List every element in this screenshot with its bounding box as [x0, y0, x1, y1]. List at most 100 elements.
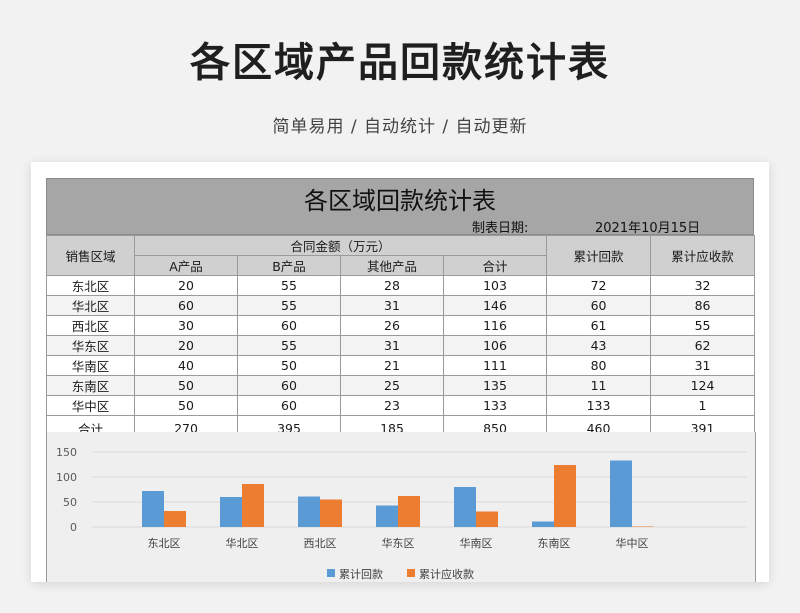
cell-sum: 106: [442, 335, 548, 356]
data-table: 销售区域 合同金额（万元） 累计回款 累计应收款 A产品 B产品 其他产品 合计…: [46, 235, 756, 441]
y-tick-label: 100: [56, 471, 77, 484]
cell-sum: 111: [442, 355, 548, 376]
bar: [320, 499, 342, 527]
bar: [298, 496, 320, 527]
cell-region: 东北区: [46, 275, 135, 296]
cell-a: 60: [134, 295, 238, 316]
bar: [376, 505, 398, 527]
cell-region: 华中区: [46, 395, 135, 416]
cell-a: 20: [134, 335, 238, 356]
cell-other: 21: [340, 355, 444, 376]
table-row: 东南区 50 60 25 135 11 124: [46, 375, 756, 396]
cell-paid: 72: [546, 275, 652, 296]
table-row: 西北区 30 60 26 116 61 55: [46, 315, 756, 336]
cell-other: 23: [340, 395, 444, 416]
cell-b: 55: [237, 275, 341, 296]
header-paid: 累计回款: [546, 235, 652, 276]
table-row: 华中区 50 60 23 133 133 1: [46, 395, 756, 416]
cell-other: 31: [340, 295, 444, 316]
cell-receivable: 62: [650, 335, 756, 356]
sheet: 各区域回款统计表 制表日期: 2021年10月15日 销售区域 合同金额（万元）…: [46, 178, 756, 441]
cell-sum: 103: [442, 275, 548, 296]
cell-paid: 80: [546, 355, 652, 376]
legend-label: 累计回款: [339, 567, 383, 581]
x-tick-label: 华南区: [460, 536, 493, 550]
x-tick-label: 华北区: [226, 536, 259, 550]
cell-region: 东南区: [46, 375, 135, 396]
header-a: A产品: [134, 255, 238, 276]
cell-b: 60: [237, 395, 341, 416]
cell-paid: 60: [546, 295, 652, 316]
cell-paid: 133: [546, 395, 652, 416]
bar: [476, 511, 498, 527]
page-title: 各区域产品回款统计表: [190, 40, 610, 86]
y-tick-label: 150: [56, 446, 77, 459]
page-subtitle: 简单易用 / 自动统计 / 自动更新: [272, 117, 528, 137]
header-receivable: 累计应收款: [650, 235, 756, 276]
header-sum: 合计: [442, 255, 548, 276]
cell-b: 60: [237, 375, 341, 396]
x-tick-label: 西北区: [304, 537, 337, 550]
sheet-title: 各区域回款统计表: [304, 187, 496, 215]
cell-receivable: 32: [650, 275, 756, 296]
cell-region: 华北区: [46, 295, 135, 316]
cell-a: 20: [134, 275, 238, 296]
bar: [220, 497, 242, 527]
header-b: B产品: [237, 255, 341, 276]
bar: [164, 511, 186, 527]
date-value: 2021年10月15日: [595, 221, 701, 236]
table-row: 华南区 40 50 21 111 80 31: [46, 355, 756, 376]
bar: [142, 491, 164, 527]
header-region: 销售区域: [46, 235, 135, 276]
bar: [632, 526, 654, 527]
legend-swatch: [327, 569, 335, 577]
y-tick-label: 50: [63, 496, 77, 509]
cell-a: 30: [134, 315, 238, 336]
y-tick-label: 0: [70, 521, 77, 534]
x-tick-label: 东北区: [148, 537, 181, 550]
cell-receivable: 124: [650, 375, 756, 396]
cell-region: 西北区: [46, 315, 135, 336]
bar: [532, 521, 554, 527]
x-tick-label: 华东区: [382, 536, 415, 550]
cell-b: 60: [237, 315, 341, 336]
cell-receivable: 55: [650, 315, 756, 336]
cell-paid: 61: [546, 315, 652, 336]
header-contract: 合同金额（万元）: [133, 235, 548, 256]
cell-receivable: 1: [650, 395, 756, 416]
cell-paid: 11: [546, 375, 652, 396]
cell-b: 50: [237, 355, 341, 376]
cell-b: 55: [237, 295, 341, 316]
bar-chart: 0 50 100 150 东北区 华北区 西北区 华东区 华南区 东南区 华中区 累计回款 累计应收款: [46, 432, 756, 582]
cell-receivable: 31: [650, 355, 756, 376]
bar: [398, 496, 420, 527]
cell-a: 50: [134, 375, 238, 396]
bar: [242, 484, 264, 527]
cell-sum: 135: [442, 375, 548, 396]
cell-sum: 116: [442, 315, 548, 336]
cell-a: 50: [134, 395, 238, 416]
cell-sum: 146: [442, 295, 548, 316]
bar: [610, 460, 632, 527]
cell-a: 40: [134, 355, 238, 376]
cell-other: 28: [340, 275, 444, 296]
cell-paid: 43: [546, 335, 652, 356]
cell-other: 31: [340, 335, 444, 356]
legend-swatch: [407, 569, 415, 577]
table-row: 东北区 20 55 28 103 72 32: [46, 275, 756, 296]
cell-b: 55: [237, 335, 341, 356]
bar: [554, 465, 576, 527]
sheet-card: 各区域回款统计表 制表日期: 2021年10月15日 销售区域 合同金额（万元）…: [31, 162, 769, 582]
cell-other: 25: [340, 375, 444, 396]
cell-sum: 133: [442, 395, 548, 416]
cell-region: 华东区: [46, 335, 135, 356]
table-row: 华东区 20 55 31 106 43 62: [46, 335, 756, 356]
cell-region: 华南区: [46, 355, 135, 376]
sheet-header: 各区域回款统计表 制表日期: 2021年10月15日: [46, 178, 754, 236]
header-other: 其他产品: [340, 255, 444, 276]
x-tick-label: 东南区: [538, 537, 571, 550]
legend-label: 累计应收款: [419, 567, 474, 581]
bar: [454, 487, 476, 527]
date-label: 制表日期:: [472, 221, 529, 236]
